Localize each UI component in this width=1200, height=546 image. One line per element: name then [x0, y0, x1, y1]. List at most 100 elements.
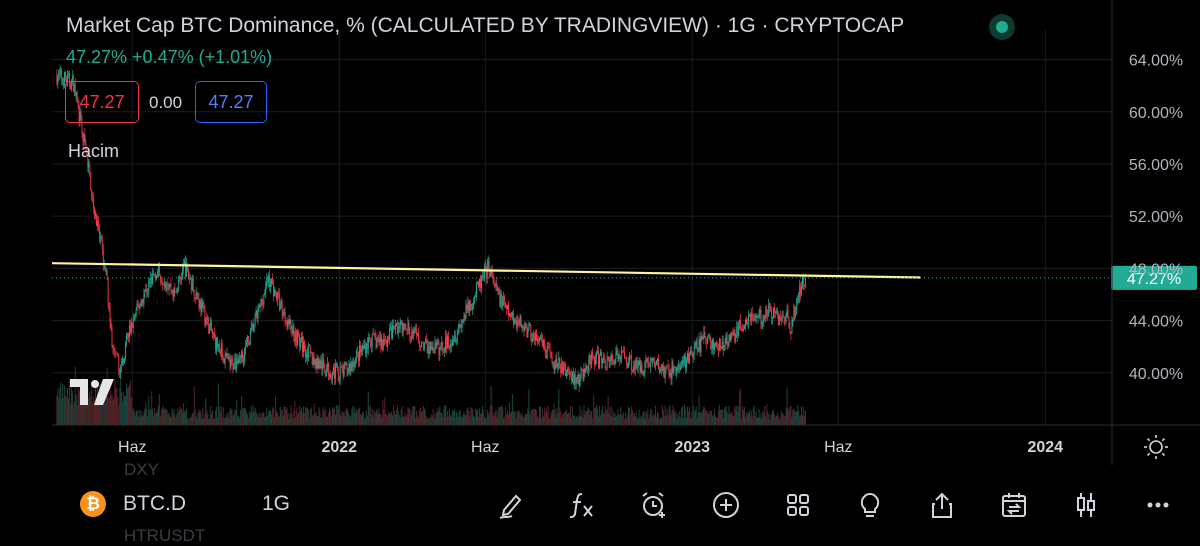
- candle-body: [67, 74, 68, 83]
- volume-bar: [187, 418, 189, 425]
- bitcoin-icon[interactable]: ₿: [80, 491, 106, 517]
- candle-body: [548, 347, 550, 348]
- timeframe-button[interactable]: 1G: [262, 492, 291, 515]
- volume-bar: [471, 407, 473, 425]
- pen-icon[interactable]: [493, 487, 529, 523]
- volume-bar: [107, 396, 109, 425]
- candle-body: [514, 319, 516, 321]
- y-tick-label: 48.00%: [1129, 261, 1183, 278]
- candle-body: [353, 362, 355, 368]
- candle-body: [655, 364, 657, 366]
- grid-icon[interactable]: [780, 487, 816, 523]
- volume-bar: [248, 411, 250, 425]
- volume-bar: [186, 417, 189, 425]
- volume-bar: [778, 418, 780, 425]
- volume-bar: [433, 414, 435, 425]
- candle-body: [304, 342, 305, 351]
- volume-bar: [705, 410, 707, 425]
- candle-body: [57, 78, 59, 84]
- settings-sun-icon[interactable]: [1144, 435, 1168, 459]
- volume-bar: [364, 417, 366, 425]
- volume-bar: [586, 410, 588, 425]
- candle-body: [745, 319, 746, 326]
- volume-bar: [259, 413, 261, 425]
- volume-bar: [330, 410, 332, 425]
- sell-price-box[interactable]: 47.27: [65, 81, 139, 123]
- candle-body: [726, 334, 728, 345]
- candle-body: [490, 270, 492, 276]
- volume-bar: [232, 416, 234, 425]
- volume-bar: [115, 387, 117, 425]
- volume-bar: [430, 413, 432, 425]
- candle-body: [688, 354, 690, 364]
- candle-body: [731, 332, 733, 334]
- volume-bar: [760, 413, 762, 425]
- volume-bar: [577, 416, 579, 425]
- candle-body: [201, 303, 203, 313]
- candle-body: [330, 374, 332, 379]
- volume-bar: [290, 405, 292, 425]
- symbol-button[interactable]: BTC.D: [123, 492, 186, 515]
- more-icon[interactable]: [1140, 487, 1176, 523]
- volume-bar: [564, 412, 566, 425]
- candle-body: [785, 315, 787, 322]
- calendar-swap-icon[interactable]: [996, 487, 1032, 523]
- volume-bar: [752, 408, 754, 425]
- volume-bar: [404, 411, 406, 425]
- candles-icon[interactable]: [1068, 487, 1104, 523]
- volume-bar: [314, 413, 316, 425]
- volume-bar: [536, 410, 538, 425]
- candle-body: [626, 358, 627, 364]
- volume-bar: [534, 409, 536, 425]
- candle-body: [290, 319, 292, 329]
- volume-bar: [395, 409, 397, 425]
- candle-body: [510, 315, 512, 317]
- candle-body: [444, 349, 446, 353]
- candle-body: [779, 316, 781, 321]
- volume-bar: [191, 413, 193, 425]
- candle-body: [69, 73, 70, 85]
- candle-body: [445, 336, 447, 350]
- fx-icon[interactable]: [563, 487, 599, 523]
- candle-body: [629, 355, 631, 356]
- candle-body: [170, 283, 172, 292]
- bulb-icon[interactable]: [852, 487, 888, 523]
- candle-body: [381, 339, 383, 350]
- buy-price-box[interactable]: 47.27: [195, 81, 267, 123]
- volume-bar: [342, 412, 344, 425]
- share-icon[interactable]: [924, 487, 960, 523]
- volume-bar: [274, 396, 277, 425]
- candle-body: [607, 356, 609, 358]
- market-status-icon[interactable]: [989, 14, 1015, 40]
- candle-body: [205, 318, 207, 325]
- volume-bar: [113, 397, 115, 425]
- alarm-plus-icon[interactable]: [636, 487, 672, 523]
- volume-bar: [770, 414, 772, 425]
- candle-body: [206, 318, 208, 320]
- candle-body: [734, 330, 736, 342]
- volume-bar: [202, 407, 204, 425]
- volume-bar: [446, 416, 448, 425]
- volume-bar: [566, 409, 568, 425]
- candle-body: [220, 343, 222, 355]
- candle-body: [510, 313, 511, 317]
- volume-bar: [81, 395, 83, 425]
- candle-body: [303, 342, 304, 353]
- volume-bar: [72, 404, 74, 425]
- volume-bar: [688, 407, 690, 425]
- candle-body: [797, 299, 799, 302]
- volume-bar: [598, 405, 601, 425]
- volume-bar: [304, 406, 306, 425]
- plus-circle-icon[interactable]: [708, 487, 744, 523]
- volume-bar: [207, 413, 209, 425]
- volume-bar: [589, 414, 591, 425]
- candle-body: [287, 319, 289, 328]
- volume-bar: [726, 411, 728, 425]
- volume-bar: [255, 412, 257, 425]
- candle-body: [389, 328, 391, 340]
- volume-bar: [124, 396, 126, 425]
- candle-body: [306, 353, 308, 359]
- volume-bar: [630, 406, 632, 425]
- candle-body: [736, 326, 738, 336]
